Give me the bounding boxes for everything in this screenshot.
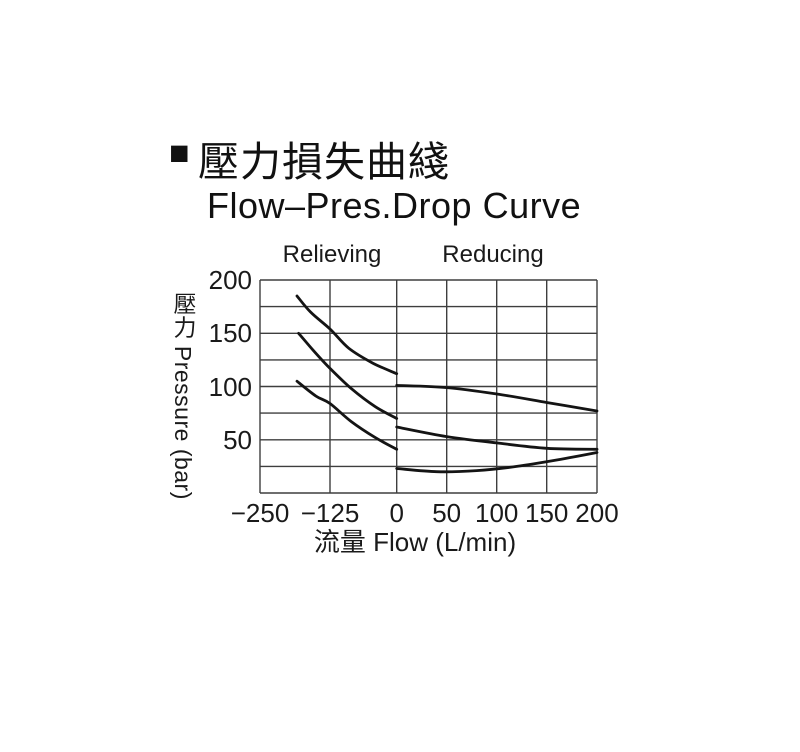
x-tick-label: 0 [389,498,404,528]
curve-reducing-low [395,451,599,474]
curve-relieving-high [295,294,399,376]
chart-title-en: Flow–Pres.Drop Curve [207,185,582,226]
y-tick-label: 150 [208,318,252,349]
y-tick-label: 200 [208,265,252,295]
curve-reducing-high [395,384,599,413]
x-axis-label: 流量 Flow (L/min) [313,527,517,557]
y-tick-label: 50 [223,424,252,455]
curve-relieving-low [295,379,399,451]
curve-relieving-mid [297,331,399,420]
y-axis-label: 壓力 Pressure (bar) [170,291,196,500]
plot-svg [259,279,599,494]
region-label-relieving: Relieving [282,241,382,268]
x-tick-label: −125 [300,498,360,528]
x-tick-labels: −250 −125 0 50 100 150 200 [231,498,619,529]
y-tick-label: 100 [208,371,252,402]
x-tick-label: 150 [524,498,569,528]
x-tick-label: −250 [230,498,290,528]
x-tick-label: 200 [575,498,619,528]
y-tick-labels: 50 100 150 200 [190,267,252,493]
curve-reducing-mid [395,425,599,451]
x-tick-label: 100 [474,498,519,528]
x-tick-label: 50 [432,498,462,528]
region-label-reducing: Reducing [442,241,544,268]
chart-title-zh: 壓力損失曲綫 [198,139,450,185]
title-bullet-icon: ■ [169,134,190,172]
